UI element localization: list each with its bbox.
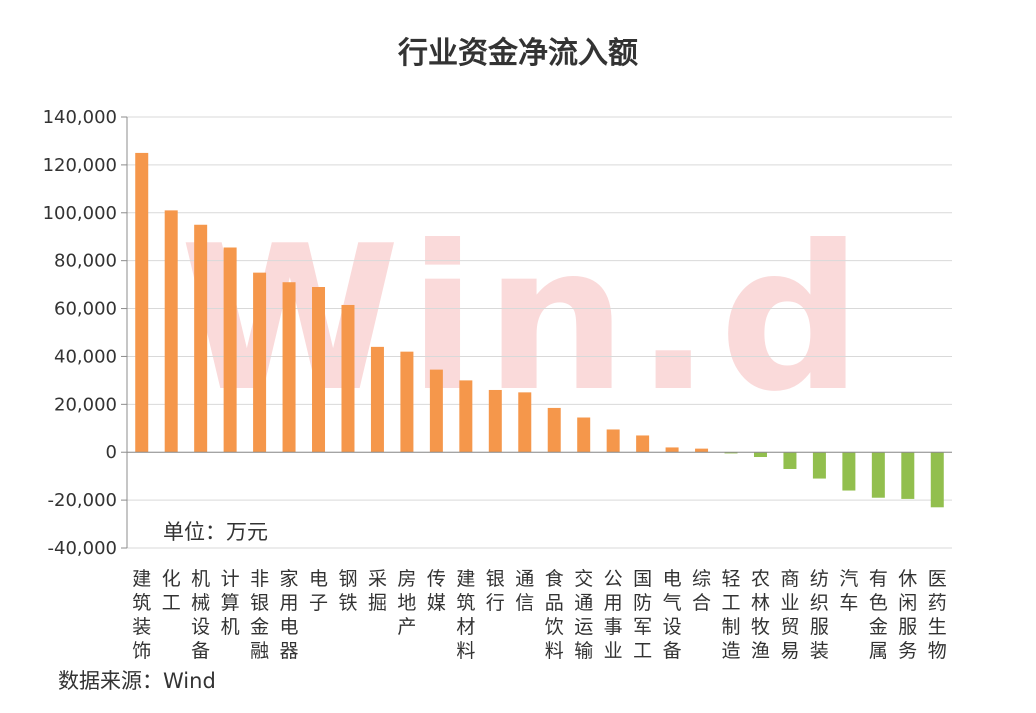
bar xyxy=(488,389,502,453)
bar xyxy=(341,304,355,453)
category-label: 交通运输 xyxy=(574,568,593,662)
source-note: 数据来源：Wind xyxy=(58,669,216,693)
bar xyxy=(930,452,944,508)
bar xyxy=(135,152,149,453)
category-label: 建筑装饰 xyxy=(132,568,151,662)
y-tick-label: 80,000 xyxy=(54,251,117,272)
category-label: 综合 xyxy=(692,568,711,614)
category-label: 钢铁 xyxy=(338,568,357,614)
bar xyxy=(164,210,178,453)
bar xyxy=(577,417,591,453)
y-tick-label: -40,000 xyxy=(48,538,117,559)
category-label: 建筑材料 xyxy=(456,568,475,662)
bar xyxy=(871,452,885,498)
category-label: 计算机 xyxy=(221,568,240,638)
category-label: 汽车 xyxy=(839,568,858,614)
category-label: 农林牧渔 xyxy=(751,568,770,662)
y-tick-label: 0 xyxy=(106,442,117,463)
category-label: 非银金融 xyxy=(250,568,269,662)
chart-title: 行业资金净流入额 xyxy=(397,36,638,71)
bar xyxy=(400,351,414,453)
category-label: 食品饮料 xyxy=(545,568,564,662)
category-label: 银行 xyxy=(486,568,505,614)
y-tick-label: 120,000 xyxy=(43,155,117,176)
category-label: 房地产 xyxy=(397,568,416,638)
y-axis-tick-labels: -40,000 -20,000 0 20,000 40,000 60,000 80,000 1… xyxy=(43,107,127,559)
category-labels: 建筑装饰化工机械设备计算机非银金融家用电器电子钢铁采掘房地产传媒建筑材料银行通信… xyxy=(132,568,947,662)
y-tick-label: -20,000 xyxy=(48,490,117,511)
category-label: 休闲服务 xyxy=(898,568,917,662)
category-label: 轻工制造 xyxy=(722,568,741,662)
category-label: 机械设备 xyxy=(191,568,210,662)
bar xyxy=(194,224,208,453)
category-label: 公用事业 xyxy=(604,568,623,662)
bar xyxy=(253,272,267,453)
bar xyxy=(783,452,797,469)
y-tick-label: 140,000 xyxy=(43,107,117,128)
bar xyxy=(547,407,561,453)
category-label: 通信 xyxy=(515,568,534,614)
bar xyxy=(518,392,532,453)
bar xyxy=(606,429,620,453)
bar xyxy=(223,247,237,453)
bar xyxy=(282,282,296,453)
bar xyxy=(312,287,326,453)
unit-note: 单位：万元 xyxy=(163,520,268,544)
bar xyxy=(695,448,709,453)
y-tick-label: 40,000 xyxy=(54,346,117,367)
bar xyxy=(753,452,767,458)
y-tick-label: 20,000 xyxy=(54,394,117,415)
category-label: 电子 xyxy=(309,568,328,614)
bar xyxy=(901,452,915,499)
bar xyxy=(812,452,826,479)
bar xyxy=(370,346,384,453)
category-label: 化工 xyxy=(162,568,181,614)
bar xyxy=(665,447,679,453)
category-label: 纺织服装 xyxy=(810,568,829,662)
bar xyxy=(459,380,473,453)
category-label: 医药生物 xyxy=(928,568,947,662)
bar xyxy=(429,369,443,453)
y-tick-label: 100,000 xyxy=(43,203,117,224)
category-label: 家用电器 xyxy=(280,568,299,662)
category-label: 商业贸易 xyxy=(780,568,799,662)
y-tick-label: 60,000 xyxy=(54,299,117,320)
bar xyxy=(842,452,856,491)
category-label: 有色金属 xyxy=(869,568,888,662)
category-label: 电气设备 xyxy=(663,568,682,662)
category-label: 传媒 xyxy=(427,568,446,614)
bar xyxy=(724,452,738,454)
bar-series xyxy=(135,152,944,508)
category-label: 采掘 xyxy=(368,568,387,614)
bar xyxy=(636,435,650,453)
category-label: 国防军工 xyxy=(633,568,652,662)
